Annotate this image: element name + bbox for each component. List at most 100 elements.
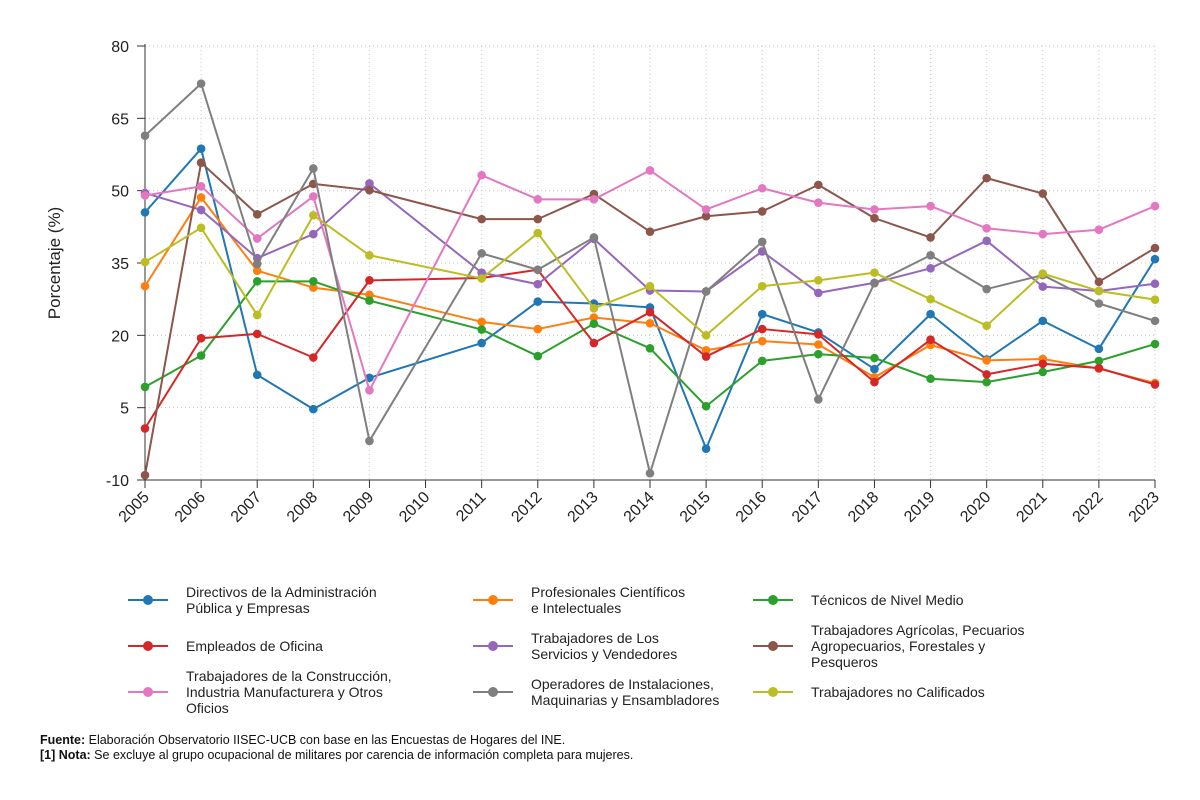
data-point xyxy=(701,345,711,355)
source-line: Fuente: Elaboración Observatorio IISEC-U… xyxy=(40,733,633,748)
data-point xyxy=(757,281,767,291)
x-tick-label: 2008 xyxy=(284,489,321,526)
data-point xyxy=(814,395,823,404)
x-tick-label: 2012 xyxy=(508,489,545,526)
data-point xyxy=(589,304,599,313)
legend-label-line: Pública y Empresas xyxy=(186,600,310,616)
series-7 xyxy=(140,166,1160,395)
data-point xyxy=(365,386,374,395)
legend-label-line: Agropecuarios, Forestales y Pesqueros xyxy=(811,638,986,670)
data-point xyxy=(365,179,374,188)
gridlines xyxy=(144,45,1156,481)
legend-label: Operadores de Instalaciones, Maquinarias … xyxy=(531,676,761,708)
data-point xyxy=(365,250,374,260)
data-point xyxy=(140,131,150,140)
legend-label-line: Trabajadores no Calificados xyxy=(811,684,985,700)
legend-label-line: Técnicos de Nivel Medio xyxy=(811,592,964,608)
legend-label: Trabajadores de la Construcción, Industri… xyxy=(186,668,416,716)
data-point xyxy=(196,333,206,343)
data-point xyxy=(252,266,262,276)
legend-label: Trabajadores no Calificados xyxy=(811,684,1041,700)
legend-label-line: Trabajadores de la Construcción, xyxy=(186,668,392,684)
series-line xyxy=(144,182,1156,294)
x-tick-label: 2009 xyxy=(340,489,377,526)
data-point xyxy=(196,144,206,154)
data-point xyxy=(477,214,486,224)
data-point xyxy=(814,180,823,190)
data-point xyxy=(477,317,486,327)
legend-label: Técnicos de Nivel Medio xyxy=(811,592,1041,608)
legend-dot xyxy=(488,595,498,605)
legend-dot xyxy=(488,687,498,697)
data-point xyxy=(309,283,318,292)
legend-label-line: Trabajadores Agrícolas, Pecuarios xyxy=(811,622,1025,638)
x-tick-label: 2013 xyxy=(565,489,602,526)
legend-dot xyxy=(768,641,778,651)
legend-marker xyxy=(128,628,170,664)
footer: Fuente: Elaboración Observatorio IISEC-U… xyxy=(40,733,633,763)
data-point xyxy=(1150,254,1160,264)
legend-item: Empleados de Oficina xyxy=(128,628,416,664)
data-point xyxy=(645,344,655,353)
data-point xyxy=(982,321,991,330)
data-point xyxy=(252,310,262,320)
data-point xyxy=(140,208,150,217)
data-point xyxy=(1150,201,1160,211)
data-point xyxy=(982,223,991,233)
source-label: Fuente: xyxy=(40,733,86,747)
data-point xyxy=(870,353,879,363)
data-point xyxy=(701,211,711,221)
y-tick-label: 5 xyxy=(120,401,129,418)
data-point xyxy=(589,195,599,204)
data-point xyxy=(926,335,935,344)
data-point xyxy=(196,223,206,233)
x-tick-label: 2014 xyxy=(621,489,658,526)
data-point xyxy=(365,276,374,285)
data-point xyxy=(1094,363,1104,373)
legend-label: Empleados de Oficina xyxy=(186,638,416,654)
data-point xyxy=(477,325,486,334)
series-line xyxy=(144,169,1156,392)
y-axis-title: Porcentaje (%) xyxy=(45,207,64,319)
data-point xyxy=(814,340,823,349)
y-tick-label: 50 xyxy=(111,184,129,201)
data-point xyxy=(1150,316,1160,326)
legend-dot xyxy=(768,595,778,605)
legend-item: Técnicos de Nivel Medio xyxy=(753,582,1041,618)
legend-label-line: Industria Manufacturera y Otros Oficios xyxy=(186,684,383,716)
legend-label-line: Trabajadores de Los xyxy=(531,630,659,646)
data-point xyxy=(645,166,655,175)
series-layer xyxy=(140,79,1160,480)
data-point xyxy=(533,265,543,275)
x-tick-label: 2023 xyxy=(1126,489,1163,526)
data-point xyxy=(701,444,711,453)
legend-marker xyxy=(753,582,795,618)
x-tick-label: 2016 xyxy=(733,489,770,526)
data-point xyxy=(1094,277,1104,287)
x-tick-label: 2007 xyxy=(228,489,265,526)
data-point xyxy=(309,192,318,201)
data-point xyxy=(645,468,655,478)
data-point xyxy=(757,324,767,334)
series-3 xyxy=(140,277,1160,411)
source-text: Elaboración Observatorio IISEC-UCB con b… xyxy=(85,733,566,747)
data-point xyxy=(196,79,206,88)
note-text: Se excluye al grupo ocupacional de milit… xyxy=(90,748,634,762)
data-point xyxy=(1150,295,1160,304)
data-point xyxy=(1038,367,1048,377)
data-point xyxy=(309,277,318,286)
x-tick-label: 2011 xyxy=(453,489,489,525)
data-point xyxy=(309,164,318,173)
data-point xyxy=(365,185,374,195)
legend-dot xyxy=(488,641,498,651)
legend-label: Trabajadores de Los Servicios y Vendedore… xyxy=(531,630,761,662)
x-tick-label: 2021 xyxy=(1013,489,1050,526)
data-point xyxy=(645,307,655,317)
data-point xyxy=(757,207,767,216)
data-point xyxy=(477,274,486,283)
data-point xyxy=(196,205,206,215)
data-point xyxy=(309,404,318,414)
data-point xyxy=(757,309,767,319)
data-point xyxy=(1094,286,1104,296)
x-tick-label: 2006 xyxy=(172,489,209,526)
